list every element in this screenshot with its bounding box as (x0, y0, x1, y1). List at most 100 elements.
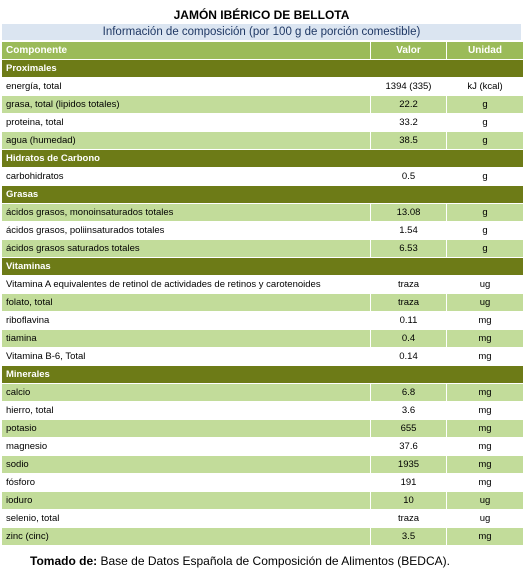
column-header: Componente (2, 42, 370, 59)
component: zinc (cinc) (2, 528, 370, 545)
data-row: energía, total 1394 (335) kJ (kcal) (2, 78, 523, 95)
unit: mg (447, 312, 523, 329)
component: magnesio (2, 438, 370, 455)
value: 3.5 (371, 528, 446, 545)
data-row: potasio 655 mg (2, 420, 523, 437)
data-row: ácidos grasos, poliinsaturados totales 1.… (2, 222, 523, 239)
section-name: Proximales (2, 60, 523, 77)
value: 13.08 (371, 204, 446, 221)
component: fósforo (2, 474, 370, 491)
value: 6.8 (371, 384, 446, 401)
data-row: grasa, total (lipidos totales) 22.2 g (2, 96, 523, 113)
section-row: Vitaminas (2, 258, 523, 275)
value: 0.5 (371, 168, 446, 185)
section-row: Proximales (2, 60, 523, 77)
value: 1.54 (371, 222, 446, 239)
unit: ug (447, 294, 523, 311)
composition-table: Componente Valor Unidad Proximales energía, … (1, 41, 523, 546)
component: riboflavina (2, 312, 370, 329)
source-label: Tomado de: (30, 554, 98, 568)
unit: g (447, 168, 523, 185)
value: 3.6 (371, 402, 446, 419)
column-header: Unidad (447, 42, 523, 59)
section-name: Hidratos de Carbono (2, 150, 523, 167)
value: 10 (371, 492, 446, 509)
component: grasa, total (lipidos totales) (2, 96, 370, 113)
section-row: Minerales (2, 366, 523, 383)
data-row: carbohidratos 0.5 g (2, 168, 523, 185)
component: Vitamina A equivalentes de retinol de ac… (2, 276, 370, 293)
unit: g (447, 222, 523, 239)
title: JAMÓN IBÉRICO DE BELLOTA (173, 8, 350, 22)
source-text: Base de Datos Española de Composición de… (100, 554, 450, 568)
unit: g (447, 96, 523, 113)
section-name: Vitaminas (2, 258, 523, 275)
unit: ug (447, 276, 523, 293)
data-row: fósforo 191 mg (2, 474, 523, 491)
value: traza (371, 294, 446, 311)
component: sodio (2, 456, 370, 473)
data-row: Vitamina B-6, Total 0.14 mg (2, 348, 523, 365)
data-row: zinc (cinc) 3.5 mg (2, 528, 523, 545)
data-row: tiamina 0.4 mg (2, 330, 523, 347)
value: 37.6 (371, 438, 446, 455)
component: selenio, total (2, 510, 370, 527)
unit: mg (447, 384, 523, 401)
unit: mg (447, 528, 523, 545)
unit: g (447, 132, 523, 149)
unit: mg (447, 420, 523, 437)
component: ácidos grasos, poliinsaturados totales (2, 222, 370, 239)
component: calcio (2, 384, 370, 401)
section-name: Grasas (2, 186, 523, 203)
component: carbohidratos (2, 168, 370, 185)
data-row: selenio, total traza ug (2, 510, 523, 527)
value: 1394 (335) (371, 78, 446, 95)
subtitle: Información de composición (por 100 g de… (2, 24, 521, 40)
unit: mg (447, 456, 523, 473)
value: 0.14 (371, 348, 446, 365)
unit: mg (447, 438, 523, 455)
component: tiamina (2, 330, 370, 347)
component: folato, total (2, 294, 370, 311)
data-row: ioduro 10 ug (2, 492, 523, 509)
source: Tomado de: Base de Datos Española de Com… (30, 554, 450, 568)
unit: g (447, 204, 523, 221)
unit: mg (447, 330, 523, 347)
unit: mg (447, 402, 523, 419)
value: traza (371, 276, 446, 293)
data-row: folato, total traza ug (2, 294, 523, 311)
data-row: agua (humedad) 38.5 g (2, 132, 523, 149)
value: 0.4 (371, 330, 446, 347)
component: ácidos grasos, monoinsaturados totales (2, 204, 370, 221)
component: energía, total (2, 78, 370, 95)
data-row: calcio 6.8 mg (2, 384, 523, 401)
unit: g (447, 114, 523, 131)
unit: kJ (kcal) (447, 78, 523, 95)
value: 191 (371, 474, 446, 491)
data-row: ácidos grasos, monoinsaturados totales 13… (2, 204, 523, 221)
unit: mg (447, 348, 523, 365)
value: 655 (371, 420, 446, 437)
section-name: Minerales (2, 366, 523, 383)
data-row: sodio 1935 mg (2, 456, 523, 473)
unit: ug (447, 492, 523, 509)
value: 1935 (371, 456, 446, 473)
value: traza (371, 510, 446, 527)
value: 0.11 (371, 312, 446, 329)
value: 33.2 (371, 114, 446, 131)
component: ioduro (2, 492, 370, 509)
header-row: Componente Valor Unidad (2, 42, 523, 59)
data-row: riboflavina 0.11 mg (2, 312, 523, 329)
value: 38.5 (371, 132, 446, 149)
value: 6.53 (371, 240, 446, 257)
value: 22.2 (371, 96, 446, 113)
component: agua (humedad) (2, 132, 370, 149)
unit: g (447, 240, 523, 257)
column-header: Valor (371, 42, 446, 59)
data-row: proteina, total 33.2 g (2, 114, 523, 131)
data-row: ácidos grasos saturados totales 6.53 g (2, 240, 523, 257)
unit: mg (447, 474, 523, 491)
data-row: Vitamina A equivalentes de retinol de ac… (2, 276, 523, 293)
component: Vitamina B-6, Total (2, 348, 370, 365)
